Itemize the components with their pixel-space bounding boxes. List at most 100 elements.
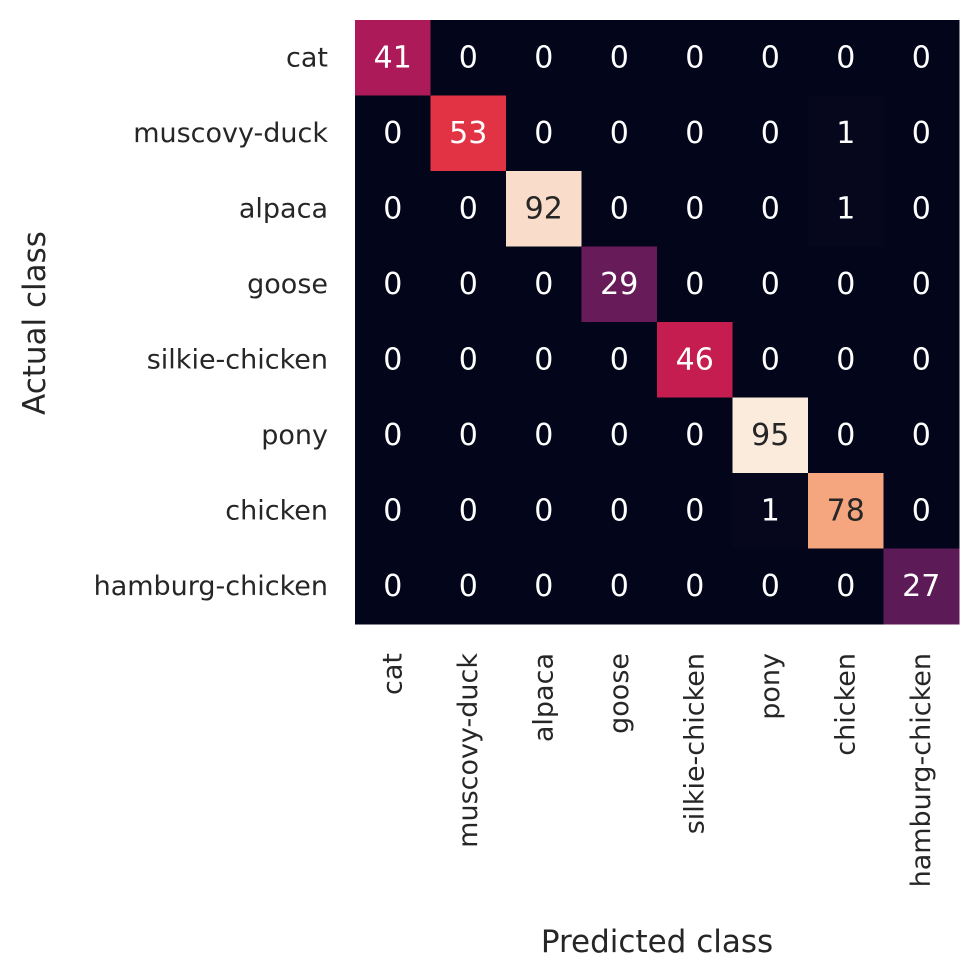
heatmap-cell: [430, 246, 507, 323]
cell-value-label: 0: [836, 40, 855, 75]
heatmap-cell: [355, 20, 431, 96]
heatmap-cell: [883, 473, 960, 549]
heatmap-cell: [883, 548, 960, 625]
heatmap-cell: [808, 171, 884, 247]
y-tick-label: hamburg-chicken: [94, 571, 328, 602]
heatmap-cell: [581, 171, 658, 247]
heatmap-cell: [883, 20, 960, 96]
cell-value-label: 0: [912, 418, 931, 453]
y-tick-label: chicken: [225, 495, 328, 526]
heatmap-cell: [430, 20, 507, 96]
cell-value-label: 0: [534, 267, 553, 302]
x-tick-label: silkie-chicken: [679, 653, 710, 834]
cell-value-label: 0: [912, 191, 931, 226]
cell-value-label: 92: [525, 191, 563, 226]
heatmap-cell: [657, 20, 733, 96]
cell-value-label: 78: [827, 493, 865, 528]
cell-value-label: 0: [610, 569, 629, 604]
heatmap-cell: [355, 397, 431, 474]
cell-value-label: 0: [610, 418, 629, 453]
cell-value-label: 0: [383, 342, 402, 377]
cell-value-label: 0: [534, 418, 553, 453]
cell-value-label: 0: [383, 116, 402, 151]
heatmap-cell: [581, 397, 658, 474]
cell-value-label: 0: [836, 418, 855, 453]
cell-value-label: 0: [610, 116, 629, 151]
cell-value-label: 0: [912, 342, 931, 377]
heatmap-cell: [657, 548, 733, 625]
x-tick-label: hamburg-chicken: [906, 653, 937, 887]
cell-value-label: 0: [534, 116, 553, 151]
heatmap-cell: [732, 322, 809, 398]
x-tick-label: pony: [755, 653, 786, 720]
heatmap-cell: [657, 171, 733, 247]
cell-value-label: 0: [836, 569, 855, 604]
heatmap-cell: [883, 322, 960, 398]
heatmap-cell: [355, 322, 431, 398]
heatmap-cell: [430, 548, 507, 625]
cell-value-label: 0: [459, 40, 478, 75]
cell-value-label: 0: [761, 342, 780, 377]
heatmap-cell: [506, 246, 582, 323]
heatmap-cell: [732, 20, 809, 96]
cell-value-label: 0: [912, 40, 931, 75]
x-tick-label: cat: [377, 653, 408, 695]
cell-value-label: 27: [902, 569, 940, 604]
heatmap-cell: [883, 95, 960, 172]
cell-value-label: 0: [912, 493, 931, 528]
heatmap-cell: [506, 548, 582, 625]
cell-value-label: 0: [761, 267, 780, 302]
heatmap-cell: [808, 246, 884, 323]
y-tick-labels: cat muscovy-duck alpaca goose silkie-chicken…: [94, 42, 329, 602]
cell-value-label: 0: [459, 493, 478, 528]
cell-value-label: 0: [459, 418, 478, 453]
cell-value-label: 0: [761, 116, 780, 151]
heatmap-cell: [581, 95, 658, 172]
heatmap-cell: [355, 548, 431, 625]
cell-value-label: 0: [685, 493, 704, 528]
cell-value-label: 0: [836, 267, 855, 302]
heatmap-cell: [732, 246, 809, 323]
cell-value-label: 0: [912, 267, 931, 302]
cell-value-label: 0: [761, 569, 780, 604]
cell-value-label: 0: [534, 342, 553, 377]
cell-value-label: 0: [761, 191, 780, 226]
heatmap-cell: [581, 322, 658, 398]
heatmap-cell: [732, 548, 809, 625]
cell-value-label: 0: [459, 342, 478, 377]
heatmap-cells: [355, 20, 960, 625]
heatmap-cell: [732, 95, 809, 172]
heatmap-cell: [581, 20, 658, 96]
cell-value-label: 0: [534, 493, 553, 528]
heatmap-cell: [430, 322, 507, 398]
heatmap-cell: [355, 95, 431, 172]
y-tick-label: alpaca: [239, 193, 328, 224]
cell-value-label: 0: [685, 40, 704, 75]
heatmap-cell: [430, 95, 507, 172]
cell-value-label: 0: [761, 40, 780, 75]
heatmap-cell: [355, 246, 431, 323]
cell-value-label: 0: [836, 342, 855, 377]
cell-value-label: 95: [751, 418, 789, 453]
heatmap-cell: [581, 246, 658, 323]
heatmap-cell: [808, 473, 884, 549]
cell-value-label: 0: [383, 191, 402, 226]
x-tick-label: muscovy-duck: [453, 653, 484, 848]
heatmap-cell: [355, 171, 431, 247]
heatmap-cell: [506, 20, 582, 96]
heatmap-cell: [732, 397, 809, 474]
x-tick-label: chicken: [830, 653, 861, 756]
x-axis-label: Predicted class: [541, 924, 773, 960]
heatmap-cell: [732, 171, 809, 247]
heatmap-cell: [430, 397, 507, 474]
cell-value-label: 0: [383, 418, 402, 453]
cell-annotations: 41 0 0 0 0 0 0 0 0 53 0 0 0 0 1 0 0 0 92 0 0 0 1 0 0 0 0 29 0 0 0 0 0 0 0 0…: [374, 40, 941, 604]
heatmap-cell: [657, 397, 733, 474]
cell-value-label: 0: [685, 267, 704, 302]
x-tick-label: alpaca: [528, 653, 559, 742]
cell-value-label: 46: [676, 342, 714, 377]
cell-value-label: 29: [600, 267, 638, 302]
cell-value-label: 0: [610, 40, 629, 75]
heatmap-cell: [808, 322, 884, 398]
